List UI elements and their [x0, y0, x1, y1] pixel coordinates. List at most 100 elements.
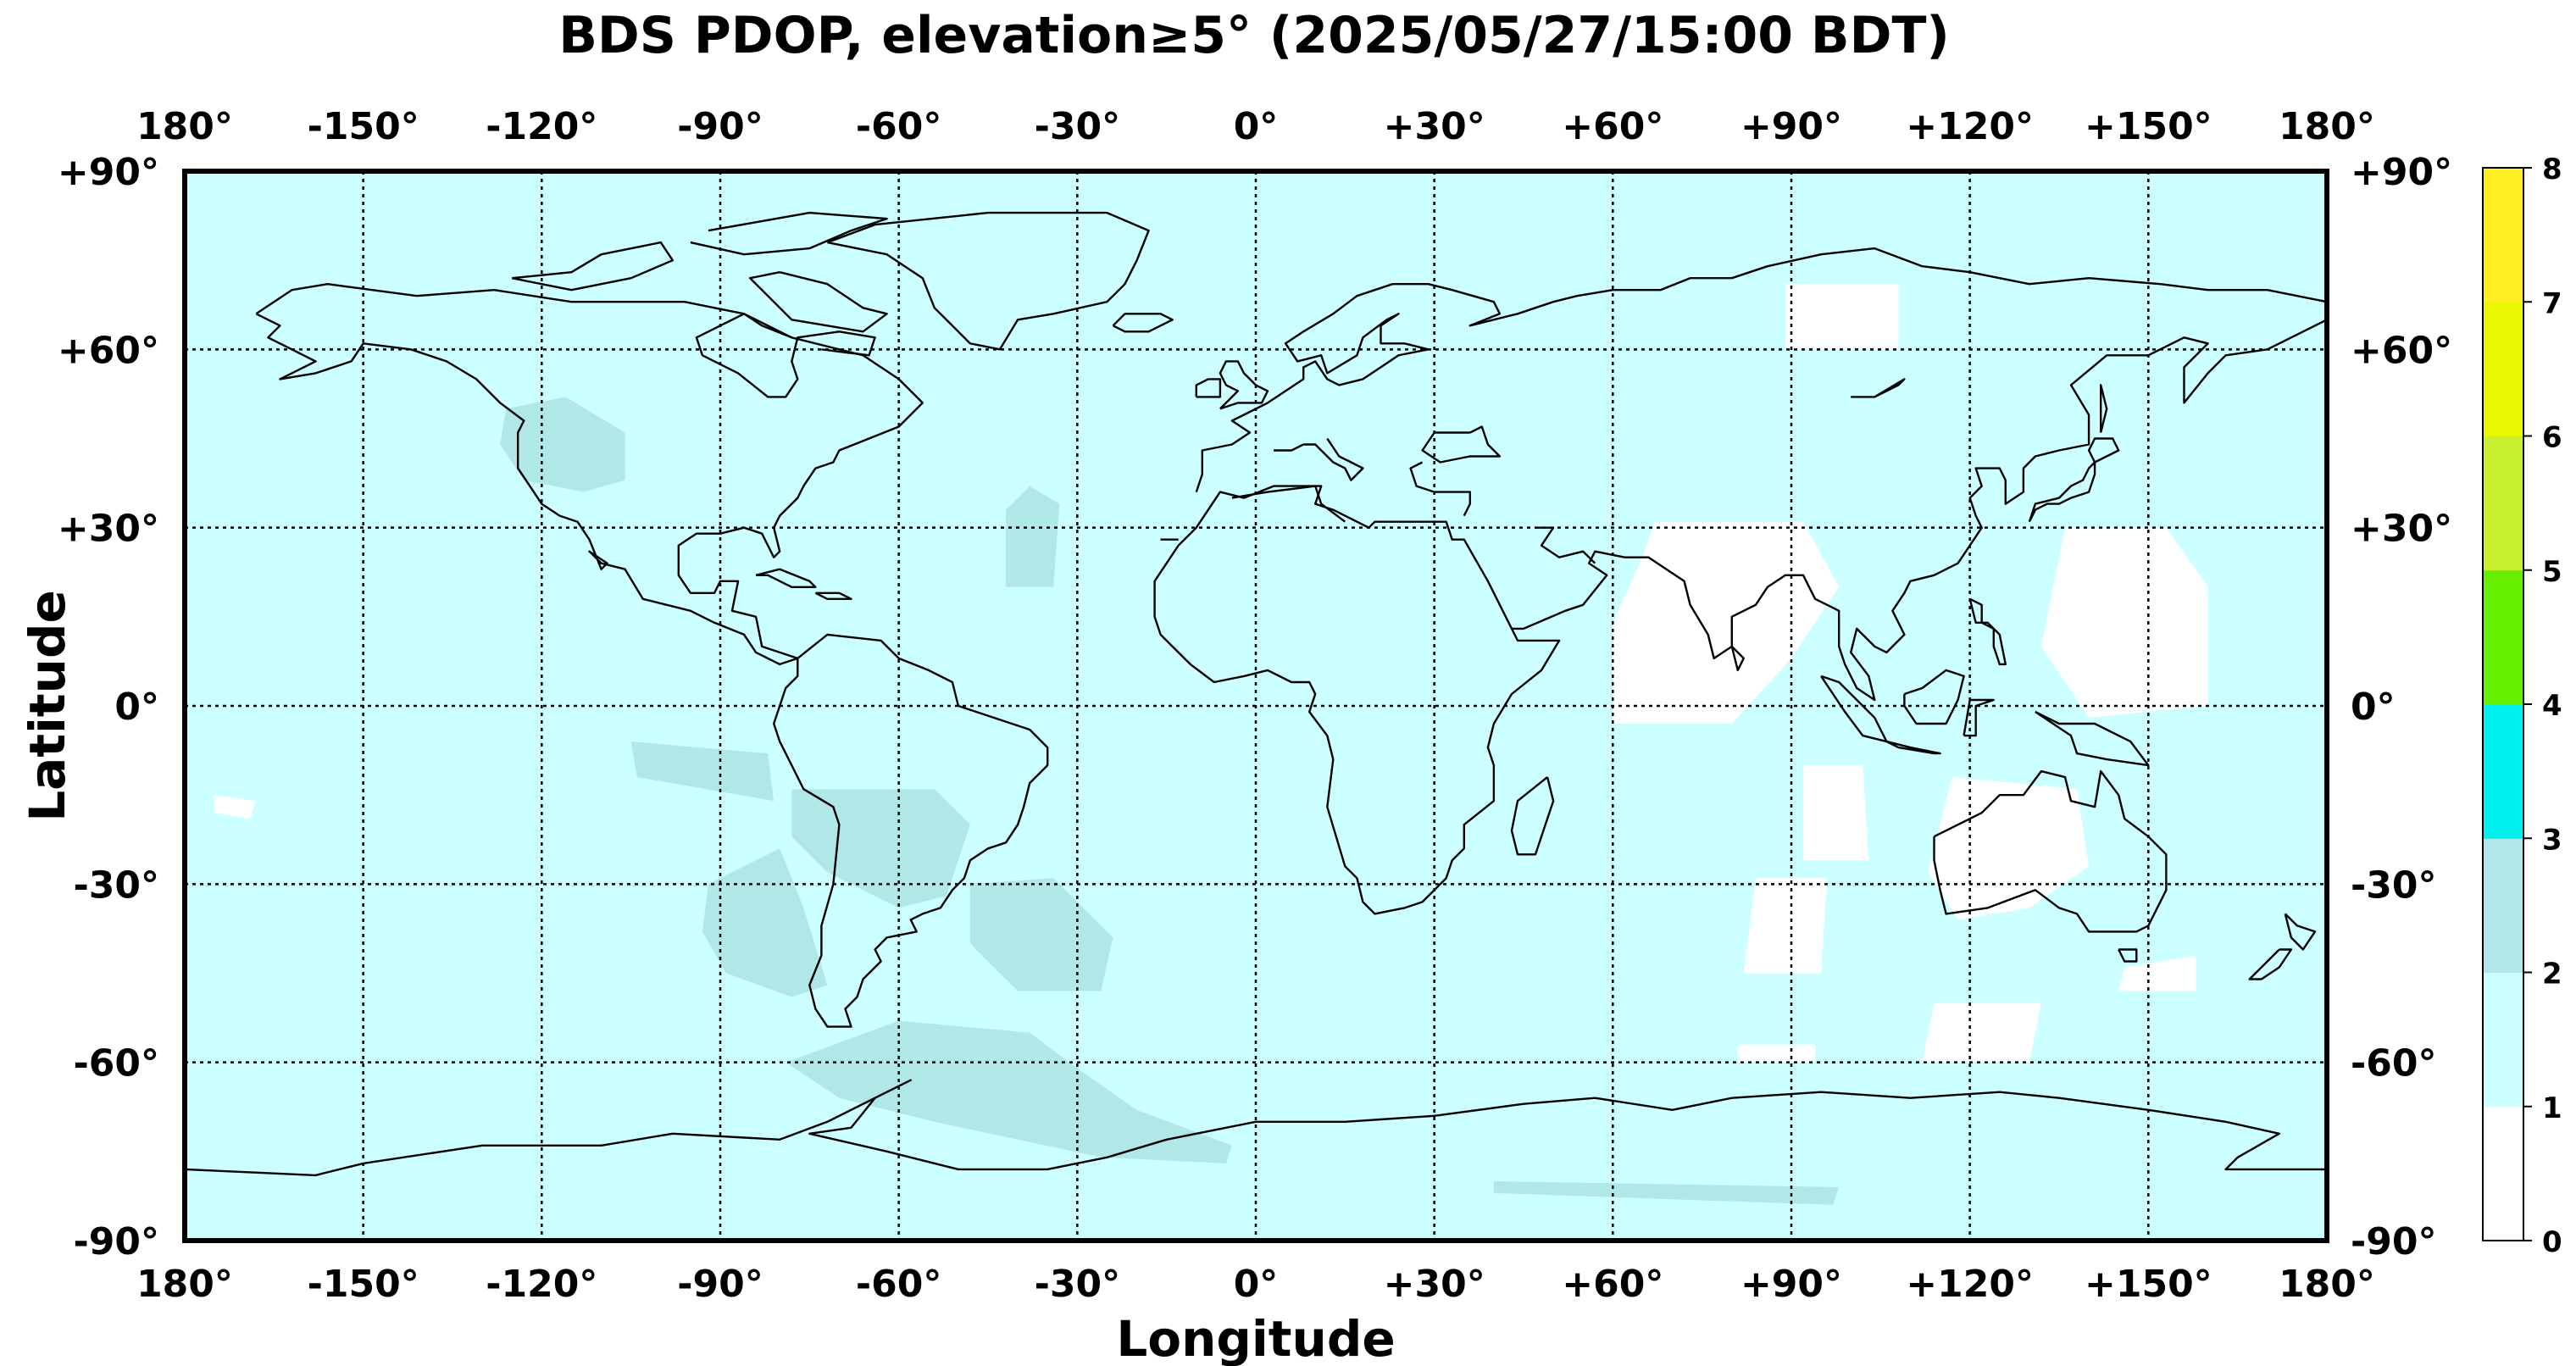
- coastline-35: [1851, 378, 1906, 398]
- lon-tick-top: +30°: [1384, 105, 1485, 148]
- coastline-22: [2099, 384, 2108, 433]
- lat-tick-right: 0°: [2351, 686, 2396, 729]
- lat-tick-right: +30°: [2351, 508, 2452, 551]
- colorbar-tick-label: 2: [2542, 958, 2562, 991]
- lon-tick-top: -120°: [486, 105, 597, 148]
- lon-tick-bottom: -30°: [1035, 1263, 1121, 1306]
- coastline-16: [1195, 378, 1222, 398]
- pdop-region-15: [1737, 1044, 1816, 1063]
- lat-tick-left: 0°: [114, 686, 159, 729]
- coastline-28: [2035, 710, 2150, 767]
- pdop-region-13: [2118, 955, 2196, 991]
- coastline-21: [2087, 437, 2120, 464]
- lat-tick-right: -30°: [2351, 863, 2437, 907]
- pdop-region-11: [1803, 765, 1869, 861]
- lon-tick-top: +90°: [1740, 105, 1842, 148]
- colorbar-tick-label: 1: [2542, 1091, 2562, 1125]
- lat-tick-right: -60°: [2351, 1042, 2437, 1086]
- colorbar-segment-2: [2483, 838, 2523, 973]
- coastline-3: [690, 211, 888, 256]
- coastline-0: [255, 283, 924, 666]
- lon-tick-top: 0°: [1234, 105, 1279, 148]
- lon-tick-bottom: -90°: [677, 1263, 763, 1306]
- coastline-13: [1303, 437, 1364, 481]
- lon-tick-top: -60°: [856, 105, 942, 148]
- lat-tick-left: -30°: [74, 863, 160, 907]
- coastline-6: [755, 568, 817, 588]
- coastline-29: [1933, 769, 2168, 933]
- coastline-7: [814, 591, 852, 600]
- pdop-colorbar: 0 1 2 3 4 5 6 7 8: [2482, 153, 2562, 1259]
- coastline-25: [1885, 740, 1941, 755]
- colorbar-tick-label: 7: [2542, 286, 2562, 320]
- pdop-region-7: [1493, 1180, 1840, 1205]
- coastline-19: [1510, 776, 1555, 856]
- lon-ticks-bottom: 180° -150° -120° -90° -60° -30° 0° +30° +60° +90°…: [136, 1263, 2375, 1306]
- lat-ticks-right: +90° +60° +30° 0° -30° -60° -90°: [2351, 151, 2452, 1263]
- lon-tick-bottom: +90°: [1740, 1263, 1842, 1306]
- coastline-26: [1903, 669, 1965, 725]
- pdop-region-12: [1743, 878, 1828, 974]
- colorbar-segment-7: [2483, 168, 2523, 303]
- map-plot-area: [182, 169, 2329, 1243]
- coastline-9: [1195, 247, 2328, 492]
- lat-tick-left: -90°: [74, 1220, 160, 1263]
- pdop-region-9: [2040, 527, 2208, 718]
- coastline-8: [773, 633, 1049, 1028]
- colorbar-tick-label: 6: [2542, 421, 2562, 455]
- colorbar-segment-5: [2483, 436, 2523, 571]
- coastline-4: [511, 241, 674, 292]
- lon-tick-bottom: -60°: [856, 1263, 942, 1306]
- coastline-12: [1421, 425, 1502, 464]
- lon-ticks-top: 180° -150° -120° -90° -60° -30° 0° +30° +60° +90°…: [136, 105, 2375, 148]
- lon-tick-top: +60°: [1562, 105, 1663, 148]
- graticule: [185, 171, 2327, 1241]
- colorbar-segment-4: [2483, 569, 2523, 705]
- lat-tick-left: -60°: [74, 1042, 160, 1086]
- lon-tick-top: +150°: [2085, 105, 2212, 148]
- coastline-14: [1274, 443, 1304, 452]
- pdop-region-14: [1922, 1002, 2041, 1063]
- chart-title: BDS PDOP, elevation≥5° (2025/05/27/15:00…: [558, 6, 1950, 65]
- pdop-region-6: [630, 741, 774, 802]
- colorbar-segment-3: [2483, 704, 2523, 839]
- coastline-20: [2028, 461, 2096, 523]
- coastline-30: [2118, 948, 2138, 963]
- lon-tick-top: -90°: [677, 105, 763, 148]
- pdop-regions: [214, 284, 2208, 1205]
- lon-tick-bottom: 180°: [136, 1263, 233, 1306]
- x-axis-label: Longitude: [1116, 1310, 1395, 1366]
- colorbar-tick-label: 3: [2542, 823, 2562, 857]
- coastline-31: [2284, 913, 2317, 951]
- colorbar-segment-6: [2483, 302, 2523, 436]
- lon-tick-top: -150°: [308, 105, 419, 148]
- coastline-32: [2248, 948, 2293, 980]
- pdop-region-17: [214, 795, 257, 819]
- coastline-1: [695, 313, 876, 398]
- coastline-23: [1968, 597, 2007, 666]
- coastline-17: [1112, 313, 1174, 333]
- pdop-region-0: [500, 397, 625, 492]
- lat-tick-right: -90°: [2351, 1220, 2437, 1263]
- coastline-5: [748, 271, 888, 333]
- lon-tick-top: +120°: [1906, 105, 2034, 148]
- coastline-10: [1153, 319, 2328, 915]
- colorbar-tick-label: 8: [2542, 153, 2562, 186]
- lat-tick-left: +30°: [58, 508, 159, 551]
- pdop-region-1: [702, 848, 828, 997]
- coastline-33: [1730, 646, 1746, 672]
- lon-tick-bottom: +150°: [2085, 1263, 2212, 1306]
- coastline-2: [826, 211, 1150, 351]
- lon-tick-bottom: -150°: [308, 1263, 419, 1306]
- coastline-15: [1219, 360, 1269, 410]
- y-axis-label: Latitude: [19, 590, 76, 822]
- colorbar-segment-0: [2483, 1106, 2523, 1241]
- colorbar-tick-label: 0: [2542, 1225, 2562, 1259]
- pdop-region-5: [1006, 486, 1060, 587]
- pdop-region-4: [786, 1020, 1232, 1163]
- lon-tick-bottom: +30°: [1384, 1263, 1485, 1306]
- lon-tick-bottom: -120°: [486, 1263, 597, 1306]
- lon-tick-bottom: 0°: [1234, 1263, 1279, 1306]
- lon-tick-bottom: +60°: [1562, 1263, 1663, 1306]
